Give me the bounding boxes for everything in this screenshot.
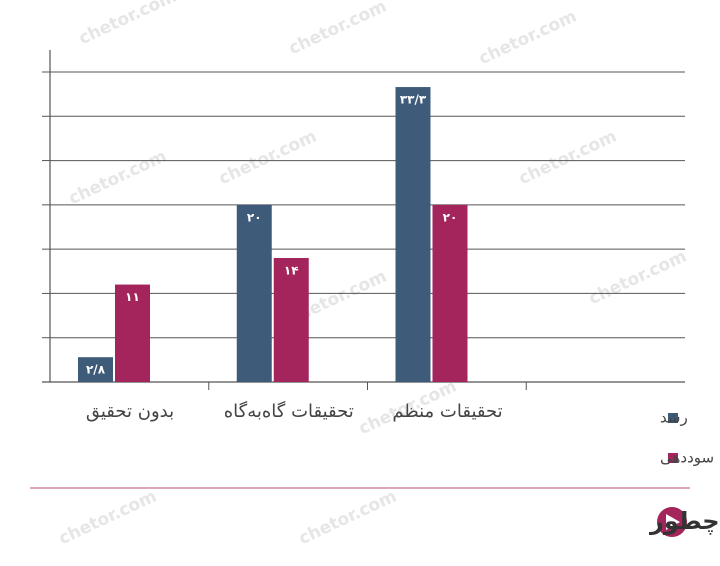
watermark: chetor.com xyxy=(76,0,180,49)
watermark: chetor.com xyxy=(56,486,160,549)
logo-text: چطور xyxy=(649,507,720,535)
watermark: chetor.com xyxy=(476,6,580,69)
legend-swatch xyxy=(668,413,678,423)
watermark: chetor.com xyxy=(586,246,690,309)
watermark: chetor.com xyxy=(516,126,620,189)
value-label: ۲۰ xyxy=(443,210,458,224)
watermark: chetor.com xyxy=(286,0,390,59)
bar xyxy=(236,204,272,382)
legend-swatch xyxy=(668,453,678,463)
bar xyxy=(395,87,431,383)
x-tick-label: تحقیقات منظم xyxy=(392,401,502,422)
x-tick-label: بدون تحقیق xyxy=(86,401,174,422)
value-label: ۲/۸ xyxy=(86,363,106,377)
bar xyxy=(273,258,309,382)
value-label: ۱۱ xyxy=(125,290,140,304)
watermark: chetor.com xyxy=(66,146,170,209)
legend-label: سوددهی xyxy=(660,449,714,467)
bar xyxy=(115,284,150,382)
logo: چطور xyxy=(649,507,720,537)
watermark: chetor.com xyxy=(296,486,400,549)
bar xyxy=(78,357,113,382)
value-label: ۲۰ xyxy=(247,210,262,224)
value-label: ۳۳/۳ xyxy=(400,93,427,107)
bar xyxy=(432,204,468,382)
x-tick-label: تحقیقات گاه‌به‌گاه xyxy=(224,400,354,422)
logo-play xyxy=(666,514,680,530)
value-label: ۱۴ xyxy=(284,264,299,278)
watermark: chetor.com xyxy=(216,126,320,189)
watermarks: chetor.com chetor.com chetor.com chetor.… xyxy=(56,0,690,549)
legend-label: رشد xyxy=(660,409,688,427)
